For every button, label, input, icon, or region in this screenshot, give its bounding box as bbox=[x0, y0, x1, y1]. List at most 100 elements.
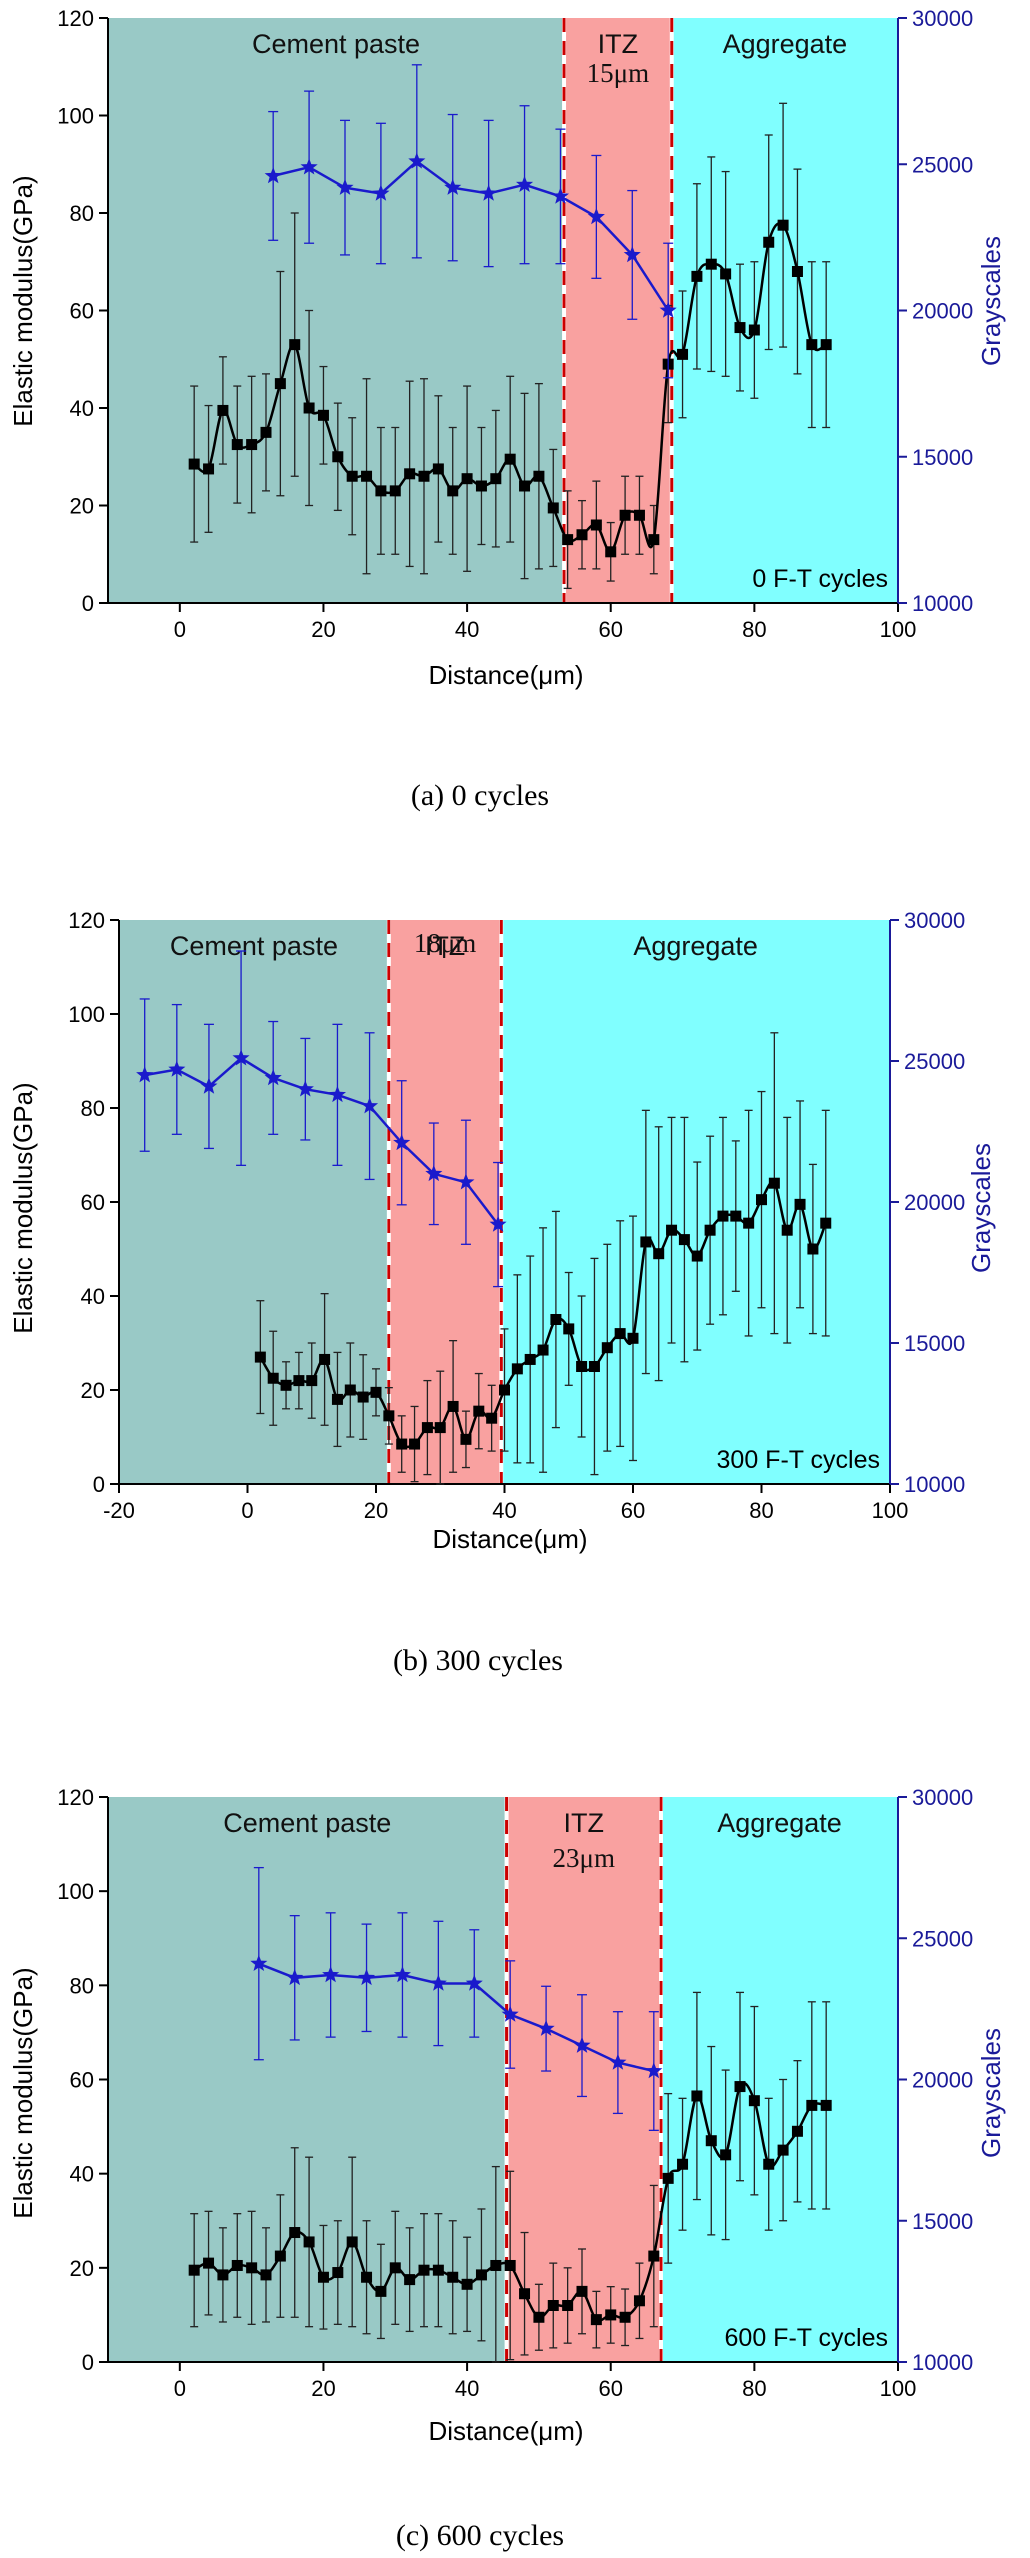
modulus-point-b-33 bbox=[678, 1234, 690, 1246]
grayscale-point-a-2 bbox=[336, 178, 354, 195]
grayscale-point-a-7 bbox=[516, 175, 534, 192]
x-tick-label-a-1: 20 bbox=[311, 617, 335, 642]
modulus-point-a-32 bbox=[648, 534, 660, 546]
x-tick-label-a-0: 0 bbox=[174, 617, 186, 642]
modulus-point-b-5 bbox=[319, 1353, 331, 1365]
modulus-point-a-10 bbox=[332, 451, 344, 463]
modulus-point-c-37 bbox=[720, 2149, 732, 2161]
grayscale-point-c-4 bbox=[393, 1966, 411, 1983]
region-cement-a bbox=[108, 18, 565, 603]
modulus-point-b-30 bbox=[640, 1236, 652, 1248]
x-tick-label-a-5: 100 bbox=[880, 617, 917, 642]
y-tick-label-b-2: 40 bbox=[81, 1284, 105, 1309]
modulus-point-c-28 bbox=[590, 2314, 602, 2326]
modulus-point-a-21 bbox=[490, 473, 502, 485]
grayscale-point-a-10 bbox=[623, 245, 641, 263]
grayscale-line-c bbox=[258, 1962, 655, 2073]
grayscale-point-b-10 bbox=[457, 1173, 475, 1190]
grayscale-point-b-7 bbox=[361, 1097, 379, 1114]
modulus-point-a-35 bbox=[691, 270, 703, 282]
x-tick-label-b-2: 20 bbox=[364, 1498, 388, 1523]
region-cement-b bbox=[119, 920, 389, 1484]
cycles-label-c: 600 F-T cycles bbox=[725, 2324, 888, 2352]
region-label-aggregate-b: Aggregate bbox=[633, 931, 758, 961]
ylabel-c: Elastic modulus(GPa) bbox=[8, 1967, 38, 2218]
modulus-point-b-15 bbox=[447, 1400, 459, 1412]
modulus-point-c-24 bbox=[533, 2311, 545, 2323]
region-itz-b bbox=[388, 920, 502, 1484]
y-tick-label-a-6: 120 bbox=[57, 6, 94, 31]
grayscale-point-c-6 bbox=[465, 1974, 483, 1991]
modulus-point-b-41 bbox=[781, 1224, 793, 1236]
grayscale-point-a-9 bbox=[587, 207, 605, 225]
modulus-point-b-0 bbox=[254, 1351, 266, 1363]
modulus-point-c-32 bbox=[648, 2250, 660, 2262]
modulus-point-b-20 bbox=[511, 1363, 523, 1375]
y-tick-label-c-6: 120 bbox=[57, 1785, 94, 1810]
modulus-point-a-24 bbox=[533, 470, 545, 482]
modulus-point-b-37 bbox=[730, 1210, 742, 1222]
modulus-point-c-34 bbox=[677, 2158, 689, 2170]
grayscale-point-c-2 bbox=[322, 1966, 340, 1983]
modulus-point-c-4 bbox=[246, 2262, 258, 2274]
modulus-point-a-14 bbox=[389, 485, 401, 497]
modulus-point-c-8 bbox=[303, 2236, 315, 2248]
modulus-point-c-3 bbox=[231, 2259, 243, 2271]
modulus-point-c-23 bbox=[519, 2288, 531, 2300]
modulus-point-c-5 bbox=[260, 2269, 272, 2281]
modulus-point-b-22 bbox=[537, 1344, 549, 1356]
region-label-cement-b: Cement paste bbox=[170, 931, 338, 961]
modulus-point-b-4 bbox=[306, 1375, 318, 1387]
plot-c: Cement paste ITZ 23μm Aggregate 600 F-T cycl… bbox=[57, 1785, 973, 2401]
grayscale-point-b-4 bbox=[264, 1068, 282, 1086]
cycles-label-a: 0 F-T cycles bbox=[752, 565, 888, 593]
ylabel-a: Elastic modulus(GPa) bbox=[8, 175, 38, 426]
x-tick-label-c-2: 40 bbox=[455, 2376, 479, 2401]
region-label-itz-c: ITZ bbox=[564, 1808, 605, 1838]
y2label-b: Grayscales bbox=[966, 1143, 996, 1273]
modulus-point-a-6 bbox=[274, 378, 286, 390]
modulus-point-b-23 bbox=[550, 1314, 562, 1325]
modulus-point-b-26 bbox=[588, 1361, 600, 1372]
region-label-itz-b: ITZ bbox=[425, 931, 466, 961]
modulus-point-a-40 bbox=[763, 236, 775, 248]
modulus-point-c-44 bbox=[820, 2099, 832, 2111]
modulus-point-b-42 bbox=[794, 1198, 806, 1210]
x-tick-label-b-1: 0 bbox=[241, 1498, 253, 1523]
y2-tick-label-a-1: 15000 bbox=[912, 445, 973, 470]
modulus-point-c-30 bbox=[619, 2311, 631, 2323]
modulus-point-b-7 bbox=[344, 1384, 356, 1396]
modulus-point-b-32 bbox=[666, 1224, 678, 1236]
modulus-point-a-26 bbox=[562, 534, 574, 546]
x-tick-label-c-3: 60 bbox=[598, 2376, 622, 2401]
modulus-point-c-7 bbox=[289, 2227, 301, 2239]
y-tick-label-b-6: 120 bbox=[68, 908, 105, 933]
y2-tick-label-a-0: 10000 bbox=[912, 591, 973, 616]
modulus-point-b-9 bbox=[370, 1386, 382, 1398]
modulus-point-a-27 bbox=[576, 529, 588, 541]
modulus-point-c-22 bbox=[504, 2259, 516, 2271]
y2-tick-label-b-3: 25000 bbox=[904, 1049, 965, 1074]
modulus-point-c-17 bbox=[432, 2264, 444, 2276]
modulus-point-a-7 bbox=[289, 339, 301, 351]
modulus-point-a-5 bbox=[260, 426, 272, 438]
modulus-point-a-22 bbox=[504, 453, 516, 465]
modulus-point-a-18 bbox=[447, 485, 459, 497]
ylabel-b: Elastic modulus(GPa) bbox=[8, 1082, 38, 1333]
modulus-point-c-41 bbox=[777, 2144, 789, 2156]
modulus-point-c-0 bbox=[188, 2264, 200, 2276]
y-tick-label-a-1: 20 bbox=[70, 494, 94, 519]
modulus-point-a-34 bbox=[677, 348, 689, 360]
modulus-point-a-39 bbox=[748, 324, 760, 336]
modulus-point-b-43 bbox=[807, 1243, 819, 1255]
modulus-point-a-15 bbox=[404, 468, 416, 480]
modulus-point-a-37 bbox=[720, 268, 732, 280]
modulus-point-a-9 bbox=[317, 409, 329, 421]
y2-tick-label-a-3: 25000 bbox=[912, 152, 973, 177]
modulus-point-c-26 bbox=[562, 2300, 574, 2311]
modulus-point-a-3 bbox=[231, 439, 243, 451]
modulus-point-a-4 bbox=[246, 439, 258, 451]
modulus-point-a-20 bbox=[475, 480, 487, 492]
modulus-point-a-0 bbox=[188, 458, 200, 470]
